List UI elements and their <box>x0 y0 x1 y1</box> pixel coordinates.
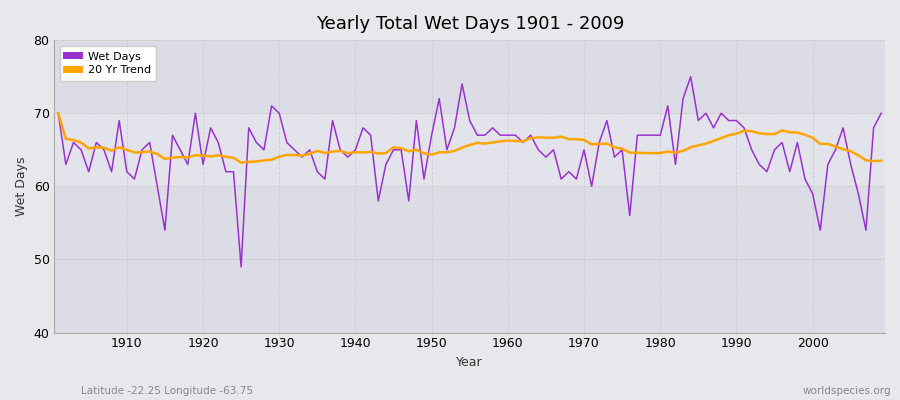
Line: Wet Days: Wet Days <box>58 77 881 267</box>
Wet Days <box>601 118 612 123</box>
Text: worldspecies.org: worldspecies.org <box>803 386 891 396</box>
Wet Days <box>335 147 346 152</box>
20 Yr Trend <box>601 141 612 146</box>
Line: 20 Yr Trend: 20 Yr Trend <box>58 113 881 162</box>
Wet Days <box>289 147 300 152</box>
Wet Days <box>53 111 64 116</box>
20 Yr Trend <box>289 152 300 157</box>
Wet Days <box>510 133 521 138</box>
Wet Days <box>236 264 247 269</box>
20 Yr Trend <box>53 111 64 116</box>
Text: Latitude -22.25 Longitude -63.75: Latitude -22.25 Longitude -63.75 <box>81 386 253 396</box>
Wet Days <box>113 118 124 123</box>
20 Yr Trend <box>510 139 521 144</box>
20 Yr Trend <box>335 148 346 153</box>
20 Yr Trend <box>236 160 247 165</box>
Legend: Wet Days, 20 Yr Trend: Wet Days, 20 Yr Trend <box>60 46 157 81</box>
X-axis label: Year: Year <box>456 356 483 369</box>
Y-axis label: Wet Days: Wet Days <box>15 156 28 216</box>
Wet Days <box>876 111 886 116</box>
Wet Days <box>502 133 513 138</box>
20 Yr Trend <box>502 138 513 143</box>
20 Yr Trend <box>876 158 886 163</box>
Wet Days <box>685 74 696 79</box>
Title: Yearly Total Wet Days 1901 - 2009: Yearly Total Wet Days 1901 - 2009 <box>316 15 624 33</box>
Bar <box>54 113 885 186</box>
20 Yr Trend <box>113 145 124 150</box>
